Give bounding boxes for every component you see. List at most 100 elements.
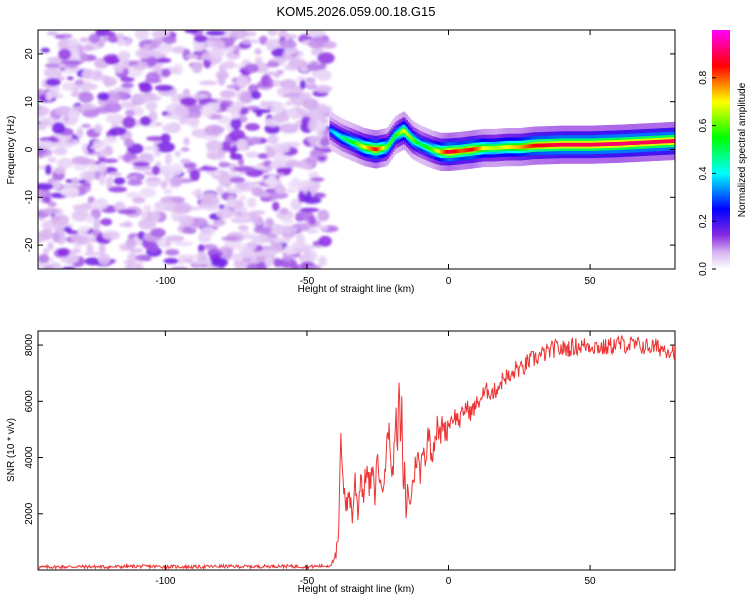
heatmap-cell <box>480 146 483 151</box>
heatmap-cell <box>395 132 398 137</box>
heatmap-cell <box>416 140 419 145</box>
heatmap-cell <box>317 209 330 222</box>
heatmap-cell <box>210 257 229 268</box>
heatmap-cell <box>182 226 194 234</box>
heatmap-cell <box>265 38 277 51</box>
heatmap-cell <box>41 207 60 214</box>
heatmap-cell <box>525 144 527 149</box>
heatmap-cell <box>584 142 587 147</box>
heatmap-cell <box>604 142 607 147</box>
heatmap-cell <box>38 123 47 131</box>
heatmap-cell <box>225 187 245 194</box>
heatmap-cell <box>274 72 281 78</box>
heatmap-cell <box>108 172 122 177</box>
heatmap-cell <box>174 105 189 117</box>
heatmap-cell <box>621 141 624 146</box>
heatmap-cell <box>142 44 153 49</box>
heatmap-cell <box>60 187 80 197</box>
heatmap-cell <box>229 153 243 160</box>
heatmap-cell <box>51 83 60 95</box>
heatmap-cell <box>180 147 190 152</box>
heatmap-cell <box>339 134 342 139</box>
heatmap-cell <box>216 208 235 219</box>
heatmap-cell <box>482 146 485 150</box>
heatmap-cell <box>623 141 626 146</box>
heatmap-cell <box>654 140 656 144</box>
y-tick-label: 2000 <box>24 502 35 525</box>
heatmap-cell <box>448 150 451 154</box>
heatmap-cell <box>47 156 57 163</box>
heatmap-cell <box>436 149 439 153</box>
heatmap-cell <box>291 241 306 250</box>
heatmap-cell <box>538 143 541 148</box>
heatmap-cell <box>611 142 614 146</box>
heatmap-cell <box>494 146 497 150</box>
heatmap-cell <box>309 149 324 158</box>
colorbar-ticks: 0.0 0.2 0.4 0.6 0.8 <box>698 70 716 276</box>
heatmap-cell <box>650 140 653 144</box>
heatmap-cell <box>662 139 665 144</box>
heatmap-cell <box>601 142 604 147</box>
top-x-axis-label: Height of straight line (km) <box>298 284 415 295</box>
heatmap-cell <box>51 180 62 190</box>
top-x-ticks: -100 -50 0 50 <box>155 30 596 287</box>
heatmap-cell <box>218 204 226 210</box>
heatmap-cell <box>125 109 135 117</box>
heatmap-cell <box>309 61 320 72</box>
heatmap-cell <box>562 142 565 147</box>
heatmap-cell <box>147 242 159 253</box>
heatmap-cell <box>392 136 395 141</box>
heatmap-cell <box>94 106 112 114</box>
heatmap-cell <box>237 157 245 166</box>
heatmap-cell <box>540 143 543 148</box>
heatmap-cell <box>283 34 298 39</box>
heatmap-cell <box>185 54 200 59</box>
heatmap-cell <box>122 116 136 129</box>
heatmap-cell <box>521 145 524 149</box>
heatmap-cell <box>594 142 597 147</box>
heatmap-cell <box>181 254 197 259</box>
heatmap-cell <box>484 146 487 150</box>
heatmap-cell <box>124 265 133 269</box>
heatmap-cell <box>131 60 139 66</box>
heatmap-cell <box>67 45 81 51</box>
heatmap-cell <box>230 111 240 120</box>
heatmap-cell <box>669 139 672 144</box>
heatmap-cell <box>38 105 50 117</box>
y-tick-label: 10 <box>24 96 35 108</box>
heatmap-cell <box>209 248 219 254</box>
heatmap-cell <box>78 225 90 233</box>
heatmap-cell <box>468 147 471 152</box>
heatmap-cell <box>496 146 499 150</box>
heatmap-cell <box>57 142 72 147</box>
heatmap-cell <box>54 34 65 39</box>
heatmap-cell <box>314 85 333 94</box>
heatmap-cell <box>142 146 160 151</box>
heatmap-cell <box>406 131 408 136</box>
heatmap-cell <box>45 164 52 175</box>
heatmap-cell <box>229 176 245 184</box>
heatmap-cell <box>557 143 560 147</box>
heatmap-cell <box>162 123 179 133</box>
heatmap-cell <box>231 30 248 40</box>
heatmap-cell <box>193 44 205 52</box>
colorbar-tick-label: 0.8 <box>698 70 709 84</box>
heatmap-cell <box>394 134 397 138</box>
heatmap-cell <box>100 158 119 164</box>
heatmap-cell <box>591 142 594 147</box>
heatmap-cell <box>370 146 373 151</box>
heatmap-cell <box>409 135 412 140</box>
heatmap-cell <box>317 52 335 64</box>
heatmap-cell <box>272 143 291 154</box>
heatmap-cell <box>497 145 500 150</box>
heatmap-cell <box>62 69 75 75</box>
heatmap-cell <box>184 30 199 34</box>
heatmap-cell <box>491 146 493 150</box>
heatmap-cell <box>350 139 352 144</box>
heatmap-cell <box>305 156 318 166</box>
heatmap-cell <box>80 103 93 111</box>
heatmap-cell <box>230 117 242 130</box>
heatmap-cell <box>632 141 634 145</box>
heatmap-cell <box>450 149 453 154</box>
heatmap-cell <box>441 150 444 154</box>
